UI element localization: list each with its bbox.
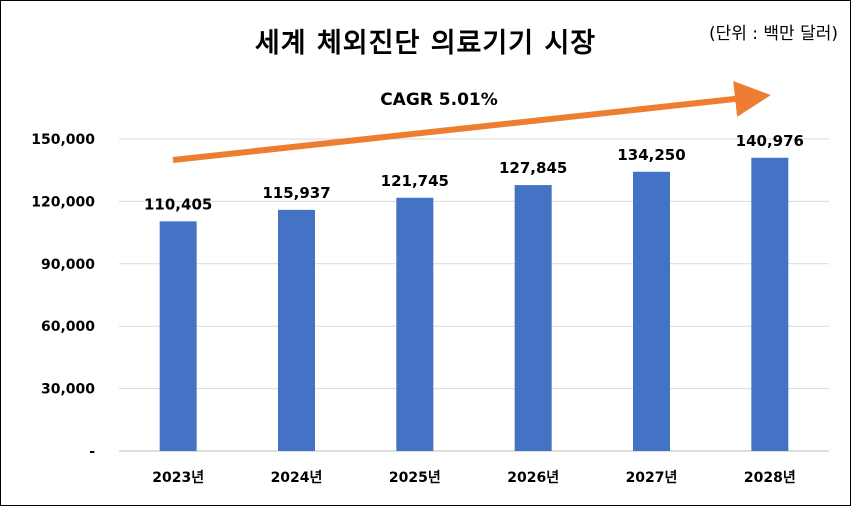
y-tick-label: 90,000 [41, 257, 95, 273]
y-axis-ticks: - 30,000 60,000 90,000 120,000 150,000 [31, 132, 95, 460]
y-tick-label: 120,000 [31, 194, 95, 210]
bar [396, 197, 434, 451]
cagr-label: CAGR 5.01% [380, 90, 498, 110]
bar-value-label: 140,976 [736, 132, 804, 150]
x-tick-label: 2025년 [389, 470, 441, 486]
unit-note: (단위 : 백만 달러) [708, 24, 838, 44]
x-tick-label: 2027년 [626, 470, 678, 486]
y-tick-label: 30,000 [41, 382, 95, 398]
bars [159, 157, 789, 452]
bar-value-label: 110,405 [144, 195, 212, 213]
bar [514, 185, 552, 451]
bar [633, 171, 670, 451]
bar [159, 221, 197, 451]
cagr-arrow [172, 81, 771, 163]
x-tick-label: 2026년 [507, 470, 559, 486]
y-tick-label: - [89, 444, 95, 460]
bar-value-label: 115,937 [262, 184, 330, 202]
bar [278, 209, 315, 451]
bar-value-label: 134,250 [617, 146, 685, 164]
data-labels: 110,405 115,937 121,745 127,845 134,250 140,9… [144, 132, 804, 214]
bar-value-label: 127,845 [499, 159, 567, 177]
bar [751, 157, 789, 452]
x-tick-label: 2028년 [744, 470, 796, 486]
chart-title: 세계 체외진단 의료기기 시장 [254, 28, 597, 59]
x-tick-label: 2024년 [271, 470, 323, 486]
y-tick-label: 60,000 [41, 319, 95, 335]
x-axis-ticks: 2023년 2024년 2025년 2026년 2027년 2028년 [152, 470, 796, 486]
cagr-annotation: CAGR 5.01% [172, 81, 771, 163]
y-tick-label: 150,000 [31, 132, 95, 148]
gridlines [119, 138, 829, 452]
x-tick-label: 2023년 [152, 470, 204, 486]
bar-value-label: 121,745 [381, 172, 449, 190]
